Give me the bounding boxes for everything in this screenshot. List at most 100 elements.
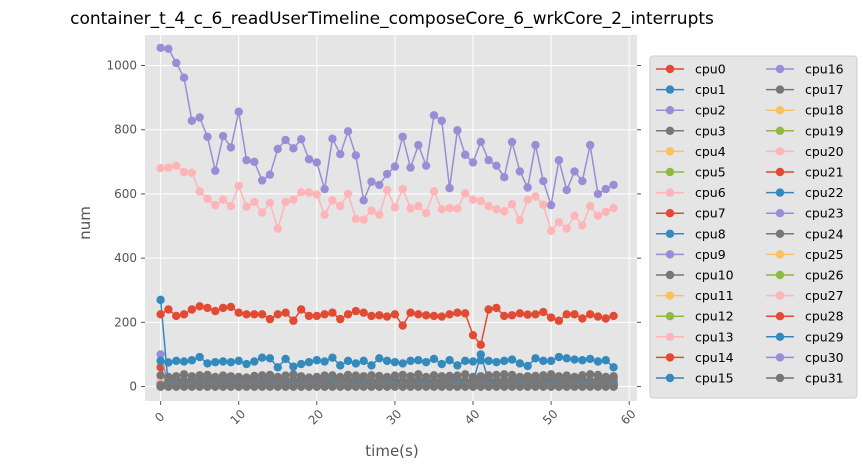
legend-item-cpu23: cpu23 bbox=[766, 206, 844, 221]
data-point-cpu16 bbox=[492, 161, 501, 170]
data-point-cpu24 bbox=[250, 375, 259, 384]
series-cpu31 bbox=[156, 382, 618, 391]
data-point-cpu16 bbox=[164, 44, 173, 54]
data-point-cpu24 bbox=[460, 376, 470, 385]
data-point-cpu20 bbox=[421, 208, 431, 218]
legend-label: cpu12 bbox=[695, 309, 734, 324]
data-point-cpu15 bbox=[570, 355, 579, 364]
legend-label: cpu13 bbox=[695, 329, 734, 344]
data-point-cpu24 bbox=[523, 376, 532, 385]
data-point-cpu7 bbox=[468, 330, 478, 340]
data-point-cpu16 bbox=[554, 156, 564, 165]
legend-label: cpu2 bbox=[695, 103, 726, 118]
y-tick-label: 800 bbox=[114, 123, 137, 137]
data-point-cpu8 bbox=[476, 350, 486, 359]
data-point-cpu24 bbox=[257, 375, 267, 385]
data-point-cpu24 bbox=[187, 375, 197, 384]
data-point-cpu16 bbox=[437, 116, 446, 125]
data-point-cpu7 bbox=[609, 311, 618, 321]
data-point-cpu31 bbox=[257, 382, 267, 391]
data-point-cpu24 bbox=[437, 375, 446, 384]
data-point-cpu24 bbox=[265, 374, 275, 383]
data-point-cpu7 bbox=[250, 310, 259, 319]
data-point-cpu24 bbox=[296, 374, 306, 383]
legend-marker bbox=[665, 332, 675, 341]
data-point-cpu15 bbox=[609, 363, 618, 372]
legend-label: cpu31 bbox=[805, 371, 844, 386]
data-point-cpu24 bbox=[289, 375, 298, 385]
legend-label: cpu1 bbox=[695, 82, 726, 97]
data-point-cpu7 bbox=[164, 305, 173, 314]
data-point-cpu16 bbox=[546, 200, 556, 210]
data-point-cpu7 bbox=[195, 302, 204, 311]
legend-label: cpu30 bbox=[805, 350, 844, 365]
legend-label: cpu21 bbox=[805, 165, 844, 180]
legend-marker bbox=[775, 147, 785, 156]
data-point-cpu15 bbox=[593, 357, 603, 366]
data-point-cpu24 bbox=[468, 375, 478, 384]
data-point-cpu16 bbox=[320, 184, 329, 194]
data-point-cpu24 bbox=[281, 375, 290, 384]
y-tick-label: 400 bbox=[114, 251, 137, 265]
data-point-cpu24 bbox=[546, 374, 556, 383]
data-point-cpu15 bbox=[414, 356, 423, 365]
legend-marker bbox=[775, 167, 785, 177]
data-point-cpu31 bbox=[351, 382, 361, 391]
data-point-cpu15 bbox=[273, 363, 282, 372]
data-point-cpu15 bbox=[523, 361, 532, 371]
data-point-cpu15 bbox=[507, 355, 517, 364]
data-point-cpu31 bbox=[414, 382, 423, 391]
data-point-cpu24 bbox=[273, 376, 282, 385]
data-point-cpu24 bbox=[218, 375, 228, 384]
legend-label: cpu3 bbox=[695, 123, 726, 138]
data-point-cpu15 bbox=[406, 356, 415, 366]
data-point-cpu15 bbox=[304, 357, 314, 367]
data-point-cpu16 bbox=[281, 135, 290, 145]
plot-area bbox=[145, 35, 637, 401]
data-point-cpu20 bbox=[585, 201, 595, 211]
legend-marker bbox=[665, 270, 675, 280]
legend-label: cpu23 bbox=[805, 206, 844, 221]
legend-item-cpu13: cpu13 bbox=[656, 329, 734, 344]
data-point-cpu20 bbox=[453, 204, 462, 213]
legend-item-cpu21: cpu21 bbox=[766, 165, 844, 180]
x-tick-label: 60 bbox=[618, 407, 639, 428]
data-point-cpu24 bbox=[500, 375, 509, 384]
data-point-cpu15 bbox=[336, 361, 345, 370]
data-point-cpu20 bbox=[289, 195, 298, 204]
data-point-cpu15 bbox=[453, 361, 462, 370]
data-point-cpu7 bbox=[476, 340, 486, 350]
data-point-cpu15 bbox=[390, 357, 400, 367]
data-point-cpu24 bbox=[492, 376, 501, 385]
legend-marker bbox=[775, 229, 785, 238]
data-point-cpu20 bbox=[179, 167, 189, 177]
data-point-cpu20 bbox=[523, 195, 532, 204]
legend-item-cpu1: cpu1 bbox=[656, 82, 726, 97]
data-point-cpu15 bbox=[312, 356, 322, 365]
legend-label: cpu11 bbox=[695, 288, 734, 303]
legend-marker bbox=[665, 373, 675, 383]
data-point-cpu15 bbox=[367, 361, 376, 370]
data-point-cpu24 bbox=[195, 375, 204, 385]
legend-item-cpu31: cpu31 bbox=[766, 371, 844, 386]
data-point-cpu31 bbox=[531, 382, 540, 391]
legend-marker bbox=[665, 64, 675, 74]
legend-marker bbox=[775, 312, 785, 321]
legend-marker bbox=[775, 106, 785, 115]
data-point-cpu24 bbox=[453, 374, 462, 383]
data-point-cpu20 bbox=[554, 217, 564, 227]
legend-marker bbox=[665, 167, 675, 177]
data-point-cpu7 bbox=[546, 313, 556, 322]
data-point-cpu20 bbox=[359, 215, 368, 224]
data-point-cpu16 bbox=[398, 132, 407, 141]
data-point-cpu20 bbox=[476, 196, 486, 206]
data-point-cpu15 bbox=[492, 357, 501, 367]
legend-marker bbox=[775, 209, 785, 218]
legend-label: cpu15 bbox=[695, 371, 734, 386]
legend-item-cpu0: cpu0 bbox=[656, 62, 726, 77]
data-point-cpu15 bbox=[460, 356, 470, 366]
legend-marker bbox=[775, 250, 785, 259]
data-point-cpu20 bbox=[570, 211, 579, 220]
